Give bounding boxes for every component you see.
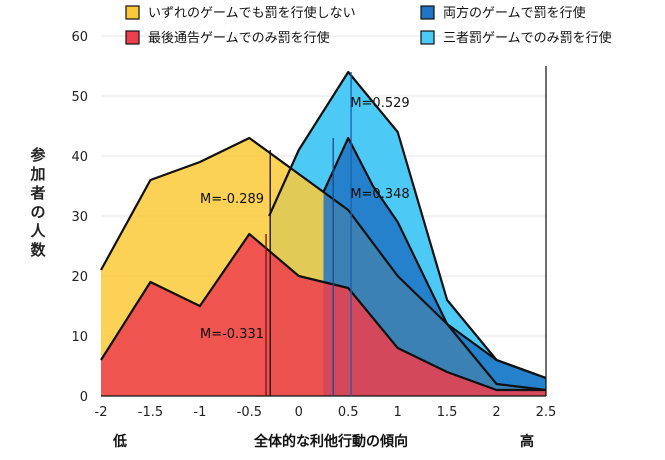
legend-swatch — [125, 5, 140, 20]
y-tick-label: 10 — [71, 330, 88, 345]
x-axis-high-label: 高 — [520, 433, 534, 450]
legend-swatch — [125, 30, 140, 45]
y-axis-title-char: 数 — [30, 241, 46, 259]
series-areas — [101, 72, 546, 396]
legend-swatch — [420, 30, 435, 45]
series-line — [322, 136, 547, 380]
mean-label: M=-0.331 — [200, 327, 264, 342]
x-tick-label: 2 — [492, 405, 500, 420]
x-tick-label: 0 — [295, 405, 303, 420]
y-axis-title-char: の — [30, 203, 45, 221]
x-tick-label: -0.5 — [237, 405, 262, 420]
mean-label: M=-0.289 — [200, 192, 264, 207]
x-tick-label: 1.5 — [437, 405, 458, 420]
legend-label: 三者罰ゲームでのみ罰を行使 — [443, 30, 612, 46]
axes: -2 -1.5 -1 -0.5 0 0.5 1 1.5 2 2.5 0 10 20 30 40 50 60 — [71, 30, 556, 420]
x-tick-label: 1 — [394, 405, 402, 420]
x-tick-label: 2.5 — [536, 405, 557, 420]
y-tick-label: 50 — [71, 90, 88, 105]
x-tick-label: -1 — [193, 405, 206, 420]
x-tick-label: -1.5 — [138, 405, 163, 420]
series-line — [100, 232, 546, 392]
y-tick-label: 60 — [71, 30, 88, 45]
x-tick-label: -2 — [95, 405, 108, 420]
y-axis-title-char: 参 — [30, 146, 46, 164]
y-axis-title-char: 者 — [30, 184, 45, 202]
mean-label: M=0.348 — [350, 187, 409, 202]
y-axis-title-char: 人 — [30, 222, 46, 240]
legend-label: いずれのゲームでも罰を行使しない — [148, 5, 356, 21]
y-tick-label: 30 — [71, 210, 88, 225]
series-lines — [100, 70, 547, 392]
x-axis-low-label: 低 — [112, 433, 127, 450]
legend-label: 両方のゲームで罰を行使 — [443, 5, 586, 21]
mean-annotations: M=0.529 M=-0.289 M=0.348 M=-0.331 — [200, 72, 410, 396]
y-tick-label: 40 — [71, 150, 88, 165]
legend-swatch — [420, 5, 435, 20]
legend: いずれのゲームでも罰を行使しない 両方のゲームで罰を行使最後通告ゲームでのみ罰を行… — [125, 5, 612, 46]
series-area — [101, 234, 546, 396]
mean-label: M=0.529 — [350, 96, 409, 111]
y-axis-title-char: 加 — [29, 165, 45, 183]
y-tick-label: 20 — [71, 270, 88, 285]
legend-label: 最後通告ゲームでのみ罰を行使 — [148, 30, 330, 46]
x-tick-label: 0.5 — [338, 405, 359, 420]
x-axis-title: 全体的な利他行動の傾向 — [253, 433, 408, 450]
y-tick-label: 0 — [80, 390, 88, 405]
